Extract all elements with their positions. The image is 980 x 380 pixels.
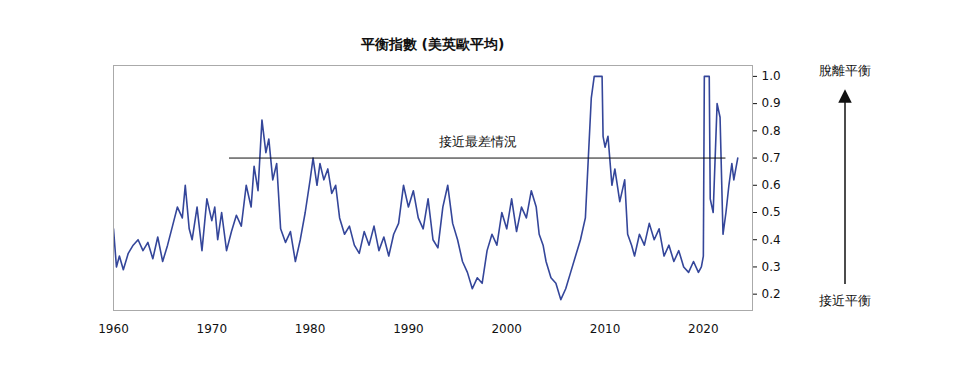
html-text:脫離平衡: 脫離平衡	[819, 63, 871, 78]
svg-text:接近最差情況: 接近最差情況	[439, 134, 517, 149]
svg-text:2010: 2010	[590, 322, 621, 336]
svg-text:0.5: 0.5	[762, 205, 781, 219]
svg-text:0.4: 0.4	[762, 233, 781, 247]
svg-text:0.7: 0.7	[762, 151, 781, 165]
svg-text:0.9: 0.9	[762, 96, 781, 110]
svg-text:2020: 2020	[688, 322, 719, 336]
svg-text:1980: 1980	[295, 322, 326, 336]
svg-text:0.8: 0.8	[762, 124, 781, 138]
html-text:平衡指數 (美英歐平均): 平衡指數 (美英歐平均)	[360, 36, 505, 52]
svg-text:1960: 1960	[98, 322, 129, 336]
svg-text:0.3: 0.3	[762, 260, 781, 274]
html-text:接近平衡: 接近平衡	[819, 293, 871, 308]
svg-text:1.0: 1.0	[762, 69, 781, 83]
svg-text:1990: 1990	[393, 322, 424, 336]
svg-text:1970: 1970	[197, 322, 228, 336]
svg-text:0.6: 0.6	[762, 178, 781, 192]
svg-text:2000: 2000	[491, 322, 522, 336]
svg-text:0.2: 0.2	[762, 287, 781, 301]
